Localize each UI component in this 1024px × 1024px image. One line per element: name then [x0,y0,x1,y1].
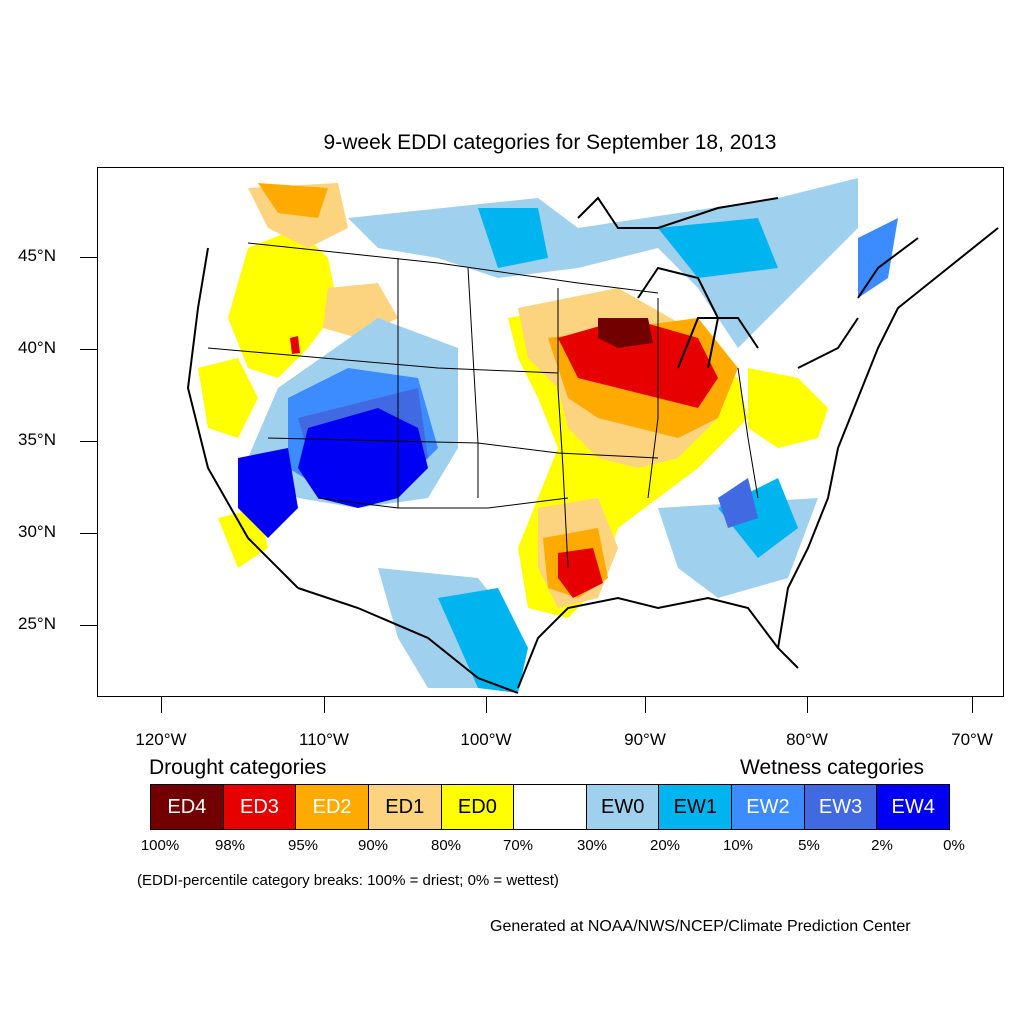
legend-box-ed3: ED3 [223,785,297,829]
legend-label-ew4: EW4 [891,795,935,818]
ew4-regions [238,408,428,538]
ew1-regions [438,208,798,693]
pct-label: 20% [649,837,681,854]
legend-label-ew2: EW2 [746,795,790,818]
category-note: (EDDI-percentile category breaks: 100% =… [137,872,559,889]
drought-heading: Drought categories [149,756,327,779]
lat-tick [80,533,97,534]
lat-tick [80,625,97,626]
pct-label: 100% [140,837,180,854]
lon-tick [972,697,973,713]
legend-box-ew3: EW3 [804,785,878,829]
map-title: 9-week EDDI categories for September 18,… [323,131,777,154]
legend-label-ed4: ED4 [167,795,207,818]
coastline [186,196,999,694]
lon-tick [807,697,808,713]
eddi-map [97,167,1004,697]
legend-label-ew1: EW1 [673,795,717,818]
pct-label: 98% [214,837,246,854]
lat-label-30: 30°N [18,522,56,541]
pct-label: 80% [430,837,462,854]
lat-label-45: 45°N [18,246,56,265]
pct-label: 30% [576,837,608,854]
lat-tick [80,441,97,442]
legend-label-ed0: ED0 [457,795,497,818]
legend-bar: ED4 ED3 ED2 ED1 ED0 EW0 EW1 EW2 EW3 EW4 [150,784,950,830]
lon-tick [486,697,487,713]
legend-label-ed3: ED3 [240,795,279,818]
pct-label: 70% [502,837,534,854]
ed3-regions [290,318,718,598]
pct-label: 90% [357,837,389,854]
boundaries [207,242,759,569]
legend-box-ew2: EW2 [732,785,805,829]
lat-label-40: 40°N [18,338,56,357]
lon-tick [645,697,646,713]
legend-box-ed1: ED1 [368,785,442,829]
legend-box-ew4: EW4 [877,785,950,829]
legend-box-ed2: ED2 [296,785,369,829]
lat-tick [80,257,97,258]
lon-label-70: 70°W [951,730,993,749]
lon-label-120: 120°W [135,730,187,749]
lat-label-25: 25°N [18,614,56,633]
lon-label-110: 110°W [299,730,349,749]
legend-label-ed2: ED2 [312,795,352,818]
credit-line: Generated at NOAA/NWS/NCEP/Climate Predi… [490,918,911,935]
pct-label: 2% [871,837,893,854]
pct-label: 0% [943,837,965,854]
lat-label-35: 35°N [18,430,56,449]
pct-label: 10% [722,837,754,854]
lon-label-80: 80°W [786,730,828,749]
legend-box-ed4: ED4 [151,785,224,829]
lon-tick [324,697,325,713]
pct-label: 5% [798,837,820,854]
legend-box-ed0: ED0 [441,785,515,829]
lon-tick [161,697,162,713]
pct-label: 95% [287,837,319,854]
legend-label-ew0: EW0 [600,795,645,818]
lon-label-90: 90°W [624,730,666,749]
ed4-regions [598,318,653,348]
wetness-heading: Wetness categories [740,756,925,779]
lat-tick [80,349,97,350]
eddi-map-svg [186,178,999,694]
legend-box-ew0: EW0 [586,785,660,829]
legend-label-ew3: EW3 [818,795,863,818]
lon-label-100: 100°W [460,730,512,749]
legend-label-ed1: ED1 [385,795,425,818]
legend-box-ew1: EW1 [659,785,733,829]
legend-box-neutral [514,785,587,829]
